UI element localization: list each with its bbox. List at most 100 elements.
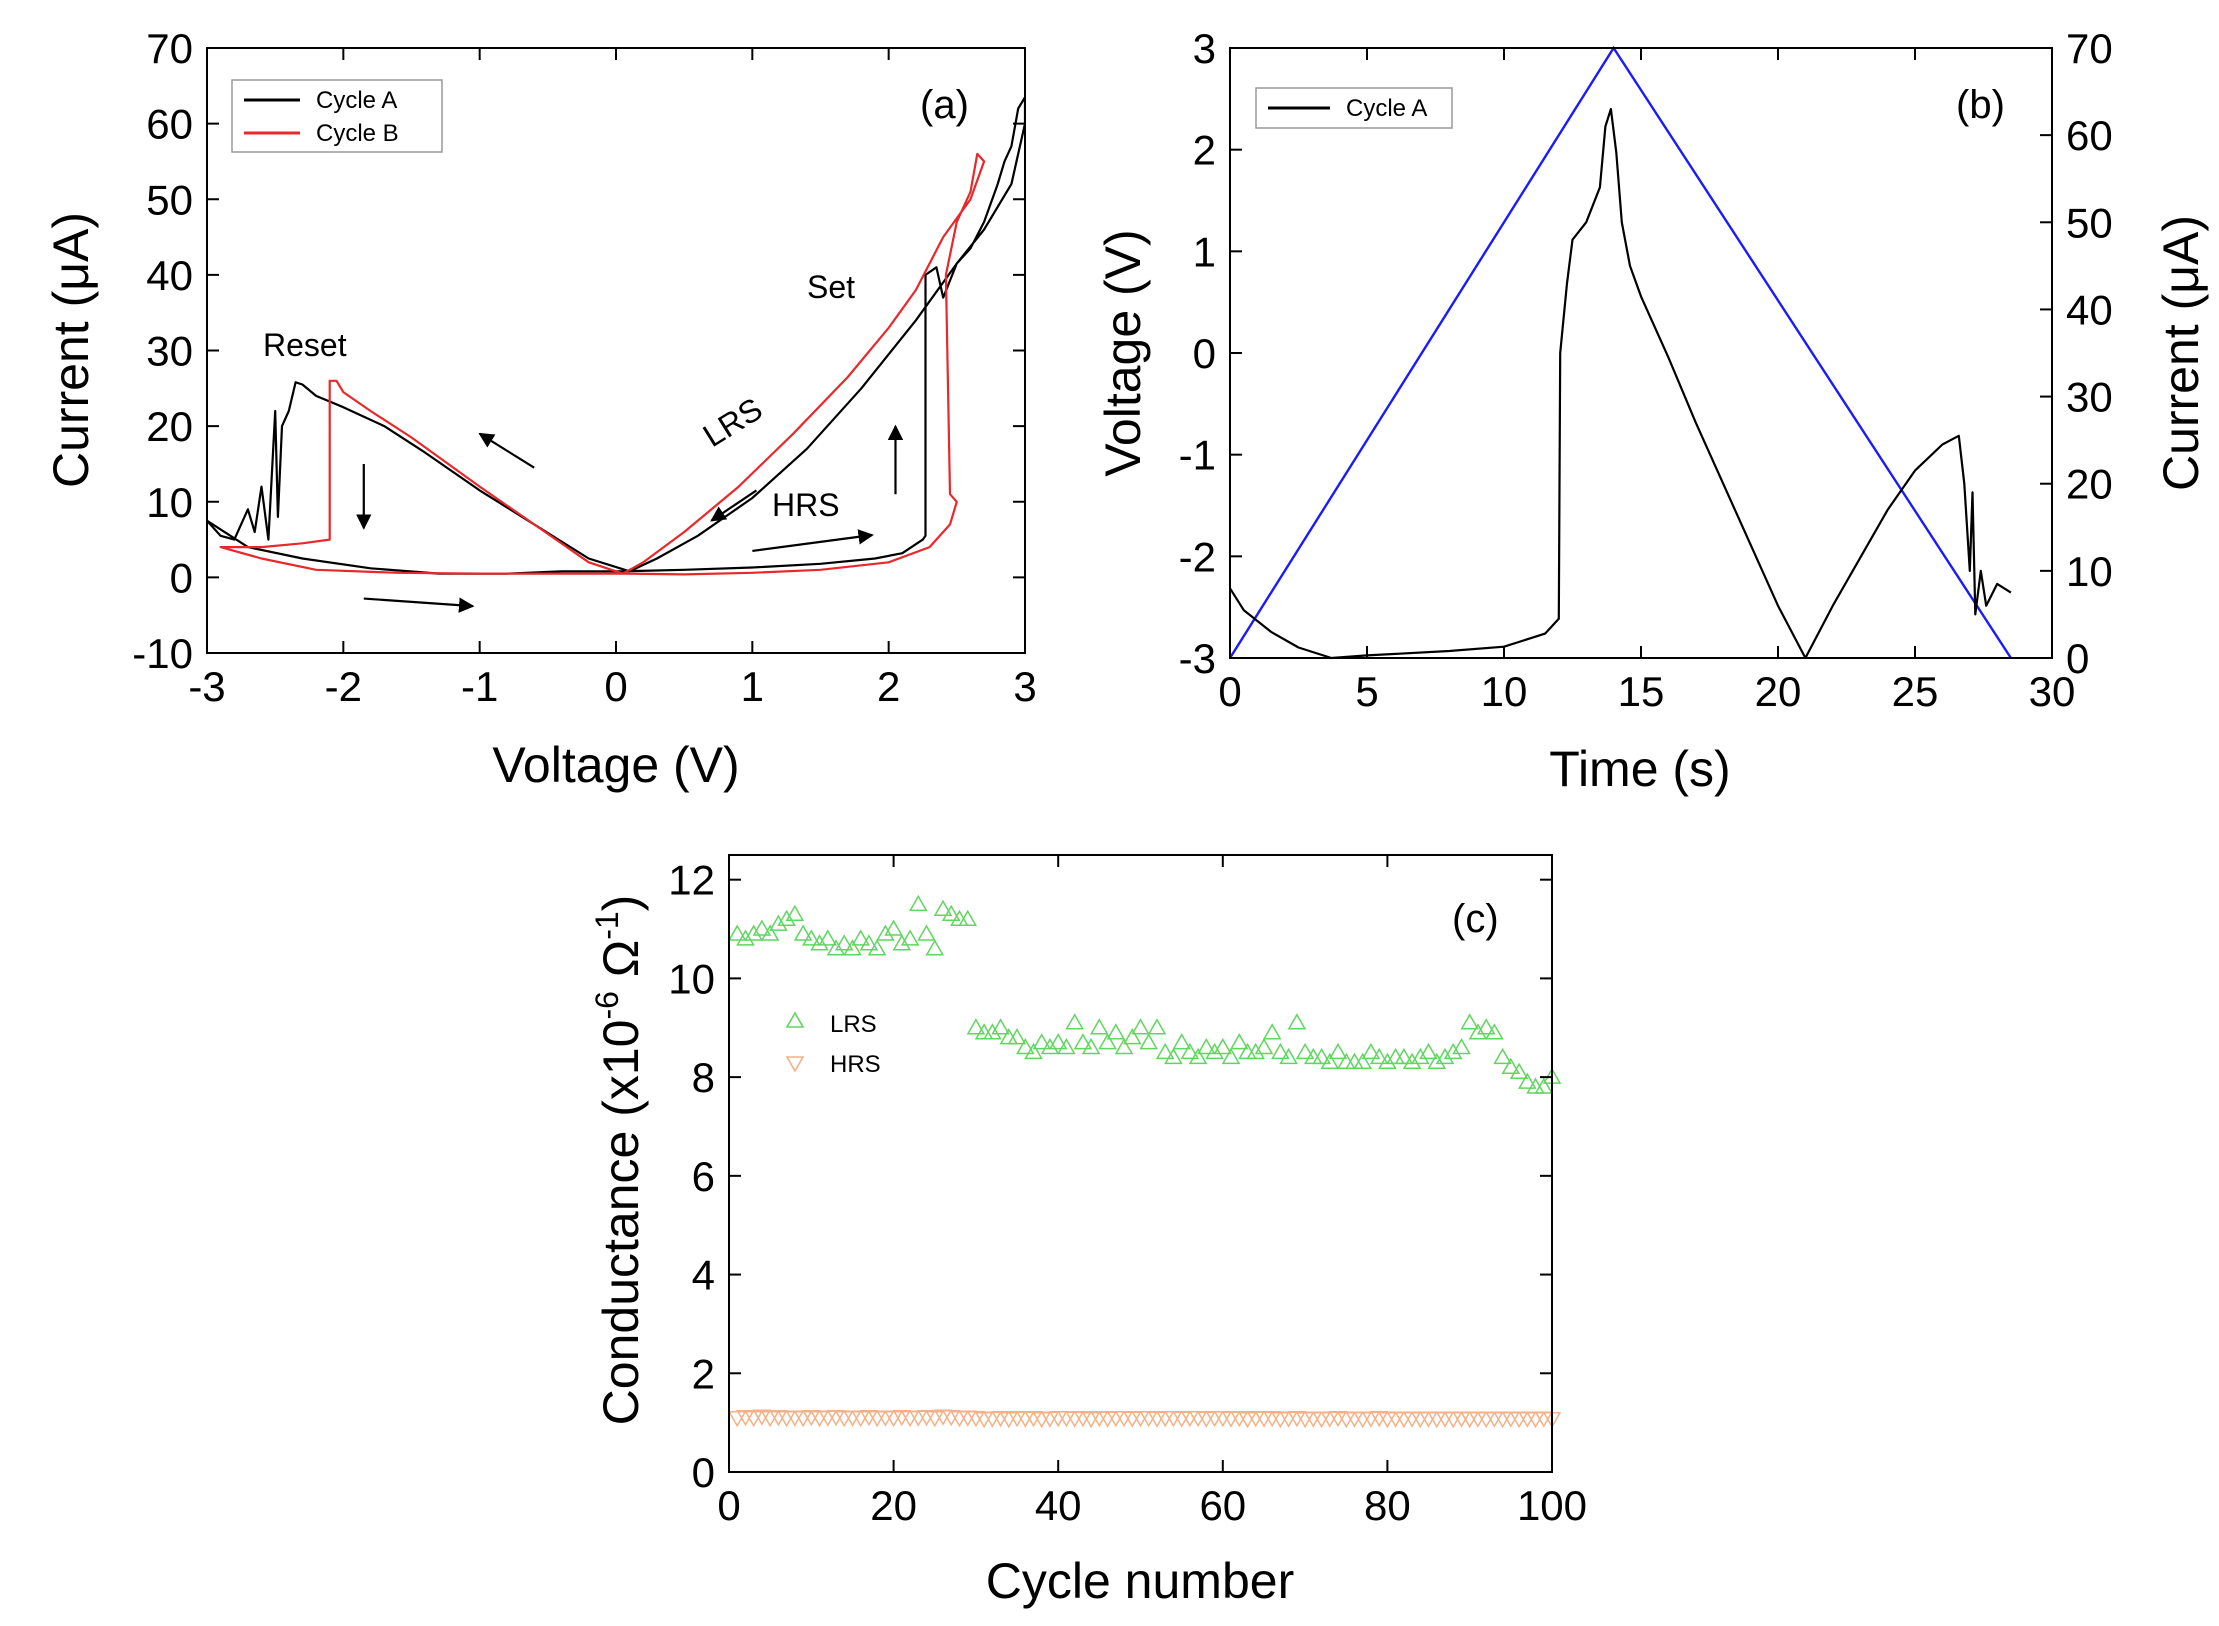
chart-c-point-lrs xyxy=(818,929,838,946)
chart-c-point-hrs xyxy=(1114,1410,1134,1428)
chart-b-x-tick-label: 15 xyxy=(1618,668,1665,715)
chart-c-point-lrs xyxy=(1476,1018,1496,1035)
chart-c-point-lrs xyxy=(876,924,895,941)
chart-c-point-lrs xyxy=(1048,1033,1068,1050)
chart-a-panel-label: (a) xyxy=(920,83,969,127)
chart-a-x-tick-label: 2 xyxy=(877,663,900,710)
chart-b-y2-tick-label: 50 xyxy=(2066,199,2113,246)
chart-b-x-tick-label: 10 xyxy=(1481,668,1528,715)
chart-a-y-tick-label: 30 xyxy=(146,328,193,375)
chart-c-point-lrs xyxy=(1320,1052,1340,1070)
chart-a-annotation-set: Set xyxy=(807,269,855,305)
chart-b-y-tick-label: 0 xyxy=(1193,330,1216,377)
chart-c-point-lrs xyxy=(1164,1047,1183,1065)
chart-c-point-lrs xyxy=(810,934,829,951)
chart-c-y-tick-label: 4 xyxy=(692,1252,715,1299)
chart-c-x-tick-label: 40 xyxy=(1035,1482,1082,1529)
chart-c-point-lrs xyxy=(1493,1047,1512,1065)
chart-c-point-lrs xyxy=(900,929,920,946)
chart-c-point-lrs xyxy=(736,929,755,946)
chart-b-x-tick-label: 0 xyxy=(1218,668,1241,715)
chart-a-arrow xyxy=(710,489,758,522)
chart-b-frame xyxy=(1229,47,2053,659)
chart-c-y-tick-label: 12 xyxy=(668,857,715,904)
chart-a-x-tick-label: 3 xyxy=(1013,663,1036,710)
chart-c-point-lrs xyxy=(1295,1042,1315,1060)
chart-c-point-lrs xyxy=(1073,1033,1093,1050)
chart-a-y-tick-label: 50 xyxy=(146,176,193,223)
chart-a-y-axis-title-post: A) xyxy=(43,212,99,262)
chart-c-point-lrs xyxy=(1337,1052,1356,1070)
chart-c-point-lrs xyxy=(1205,1042,1224,1060)
chart-c-point-hrs xyxy=(1427,1411,1447,1429)
chart-c-point-lrs xyxy=(1016,1037,1035,1055)
chart-c-point-hrs xyxy=(1518,1411,1537,1428)
chart-c-point-hrs xyxy=(1040,1411,1060,1428)
chart-c-point-lrs xyxy=(884,919,903,936)
chart-c-point-hrs xyxy=(1460,1411,1479,1429)
chart-c-point-hrs xyxy=(1452,1411,1471,1428)
chart-a-arrow xyxy=(752,529,874,552)
chart-a-x-tick-label: 0 xyxy=(604,663,627,710)
chart-c-y-tick-label: 2 xyxy=(692,1350,715,1397)
chart-a-series-cycle-b xyxy=(219,152,986,576)
chart-c-point-lrs xyxy=(1443,1042,1463,1060)
chart-c-point-hrs xyxy=(818,1410,838,1427)
chart-a-y-tick-label: 10 xyxy=(146,479,193,526)
chart-b-y2-axis-title: Current (μA) xyxy=(2153,215,2209,491)
chart-c-legend-marker-hrs xyxy=(785,1056,805,1073)
chart-c-point-lrs xyxy=(892,934,912,951)
chart-c-point-lrs xyxy=(1147,1018,1167,1035)
chart-c-point-hrs xyxy=(1526,1411,1545,1429)
chart-b-y2-tick-label: 20 xyxy=(2066,461,2113,508)
chart-a-x-tick-label: -3 xyxy=(188,663,225,710)
chart-c-point-lrs xyxy=(1262,1023,1282,1040)
chart-b-y-axis-title: Voltage (V) xyxy=(1095,229,1151,476)
chart-c-ticks: 0 20 40 60 80 100 0 2 4 6 8 10 12 xyxy=(668,855,1587,1529)
chart-c-frame xyxy=(728,854,1553,1473)
chart-b-y2-tick-label: 0 xyxy=(2066,635,2089,682)
chart-c-point-lrs xyxy=(1328,1042,1348,1060)
chart-c-point-lrs xyxy=(1040,1037,1060,1055)
chart-c-point-lrs xyxy=(1131,1018,1150,1035)
chart-c-point-lrs xyxy=(1254,1037,1274,1055)
chart-c-point-lrs xyxy=(826,939,846,956)
chart-c-point-hrs xyxy=(1057,1410,1076,1428)
chart-c-point-hrs xyxy=(1419,1411,1438,1428)
chart-c-point-lrs xyxy=(834,934,854,951)
chart-c-point-lrs xyxy=(1353,1052,1372,1070)
chart-b-x-tick-label: 20 xyxy=(1755,668,1802,715)
chart-a-arrow xyxy=(363,597,475,613)
chart-c-point-lrs xyxy=(1114,1037,1134,1055)
chart-c-point-hrs xyxy=(1394,1411,1414,1429)
chart-c-panel-label: (c) xyxy=(1452,897,1499,941)
chart-c-point-lrs xyxy=(1007,1028,1027,1045)
chart-c-point-hrs xyxy=(1468,1411,1488,1428)
chart-c-point-lrs xyxy=(851,929,870,946)
chart-c-point-lrs xyxy=(785,904,805,921)
chart-c-point-lrs xyxy=(1518,1072,1537,1089)
chart-c-point-hrs xyxy=(1493,1411,1512,1429)
chart-c-point-lrs xyxy=(941,904,961,921)
chart-c-point-lrs xyxy=(1468,1023,1488,1040)
chart-c-y-tick-label: 0 xyxy=(692,1449,715,1496)
chart-b-x-tick-label: 25 xyxy=(1892,668,1939,715)
chart-c-x-tick-label: 80 xyxy=(1364,1482,1411,1529)
chart-b-y-tick-label: 1 xyxy=(1193,228,1216,275)
chart-c-y-axis-title: Conductance (x10-6 Ω-1) xyxy=(589,895,649,1426)
chart-c-y-axis-title-exp2: -1 xyxy=(589,911,625,939)
chart-c-point-lrs xyxy=(777,909,796,926)
chart-a-series-cycle-a xyxy=(207,96,1025,575)
chart-a-y-tick-label: 40 xyxy=(146,252,193,299)
chart-c-point-lrs xyxy=(966,1018,986,1035)
chart-c-point-hrs xyxy=(1443,1411,1463,1429)
chart-b-series-voltage xyxy=(1228,45,2012,659)
chart-c-point-lrs xyxy=(1271,1042,1290,1060)
chart-c-point-hrs xyxy=(744,1410,763,1428)
chart-a-y-tick-label: 60 xyxy=(146,101,193,148)
chart-b-y2-tick-label: 70 xyxy=(2066,25,2113,72)
chart-c-point-lrs xyxy=(1188,1047,1208,1065)
chart-c-y-tick-label: 8 xyxy=(692,1054,715,1101)
chart-c-point-hrs xyxy=(1386,1411,1405,1428)
chart-c-point-hrs xyxy=(1312,1411,1331,1429)
